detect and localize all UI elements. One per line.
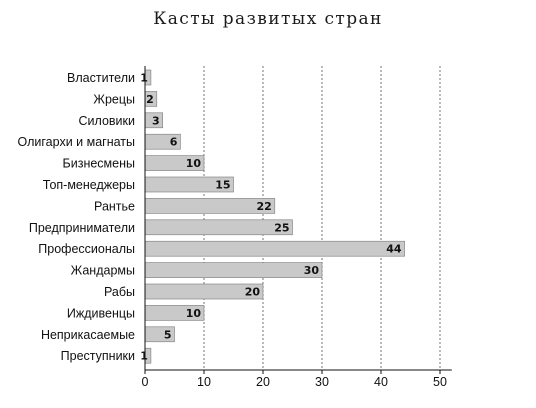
- value-label: 2: [146, 93, 154, 106]
- category-label: Бизнесмены: [63, 157, 135, 171]
- x-tick-label: 40: [374, 375, 388, 389]
- value-label: 15: [215, 179, 230, 192]
- category-label: Властители: [67, 71, 135, 85]
- category-label: Предприниматели: [29, 221, 135, 235]
- value-label: 5: [164, 328, 172, 341]
- category-label: Силовики: [79, 114, 135, 128]
- bar: [144, 262, 323, 278]
- category-label: Неприкасаемые: [41, 328, 135, 342]
- value-label: 10: [186, 157, 202, 170]
- category-label: Рабы: [104, 285, 135, 299]
- bar: [144, 240, 405, 257]
- grid-lines: [203, 66, 441, 370]
- category-label: Рантье: [94, 199, 135, 213]
- value-label: 44: [386, 243, 402, 256]
- value-label: 30: [304, 264, 320, 277]
- value-label: 10: [186, 307, 202, 320]
- category-label: Иждивенцы: [67, 306, 135, 320]
- x-tick-label: 20: [256, 375, 270, 389]
- bar: [144, 198, 276, 214]
- x-tick-label: 10: [197, 375, 211, 389]
- value-label: 6: [170, 136, 178, 149]
- value-label: 22: [256, 200, 271, 213]
- x-tick-label: 30: [315, 375, 329, 389]
- category-label: Профессионалы: [38, 242, 135, 256]
- category-label: Топ-менеджеры: [43, 178, 135, 192]
- bar: [144, 219, 293, 236]
- value-label: 1: [140, 350, 148, 363]
- category-labels: Властители Жрецы Силовики Олигархи и магнат…: [18, 71, 136, 363]
- x-tick-label: 50: [433, 375, 447, 389]
- category-label: Олигархи и магнаты: [18, 135, 135, 149]
- value-label: 3: [152, 114, 160, 127]
- value-label: 20: [245, 286, 261, 299]
- category-label: Жандармы: [71, 264, 135, 278]
- value-label: 1: [140, 72, 148, 85]
- category-label: Преступники: [61, 349, 135, 363]
- x-tick-label: 0: [142, 375, 149, 389]
- category-label: Жрецы: [93, 92, 135, 106]
- x-axis: 0 10 20 30 40 50: [142, 66, 452, 389]
- bars: [144, 69, 405, 364]
- value-label: 25: [274, 221, 289, 234]
- chart-title: Касты развитых стран: [153, 9, 383, 29]
